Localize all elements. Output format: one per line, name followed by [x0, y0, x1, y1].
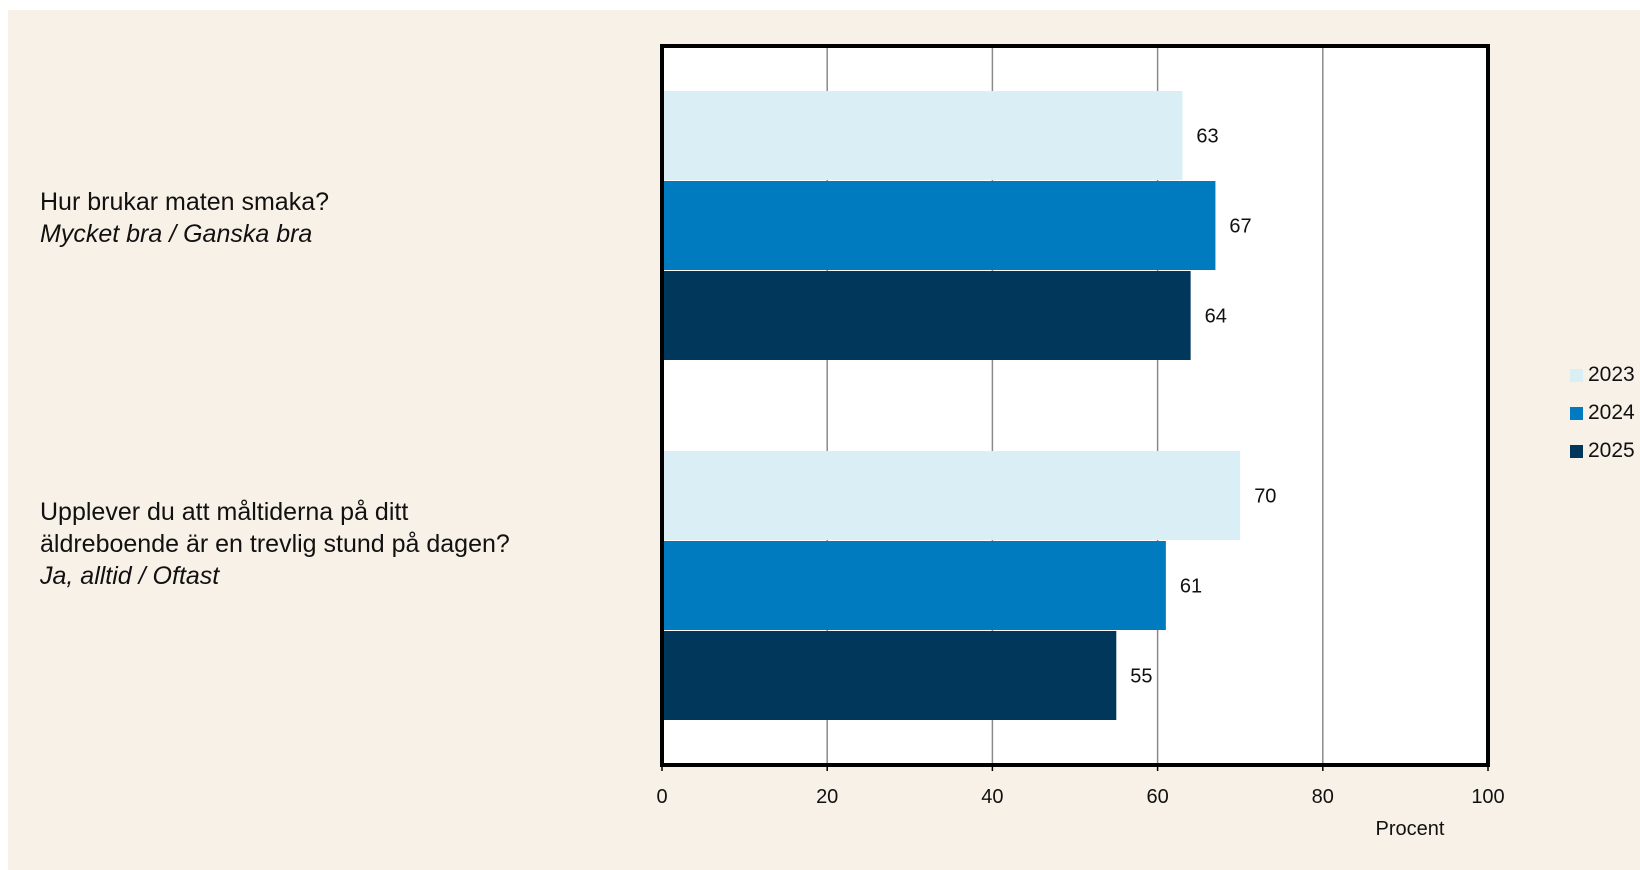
data-label: 55	[1130, 666, 1152, 688]
data-label: 64	[1205, 306, 1227, 328]
category-question: Upplever du att måltiderna på ditt äldre…	[40, 498, 510, 558]
bar-2024-cat1	[662, 541, 1166, 630]
legend-swatch	[1570, 444, 1583, 458]
tick-label: 60	[1146, 786, 1168, 808]
tick-label: 80	[1312, 786, 1334, 808]
data-label: 67	[1229, 216, 1251, 238]
x-axis-title: Procent	[1376, 818, 1445, 840]
bars	[662, 91, 1241, 720]
data-labels: 63 67 64 70 61 55	[1130, 126, 1276, 688]
data-label: 63	[1196, 126, 1218, 148]
legend-label: 2025	[1588, 439, 1635, 462]
data-label: 61	[1180, 576, 1202, 598]
category-question: Hur brukar maten smaka?	[40, 188, 330, 216]
legend-label: 2023	[1588, 363, 1635, 386]
tick-label: 40	[981, 786, 1003, 808]
category-answer: Mycket bra / Ganska bra	[40, 220, 313, 248]
bar-2023-cat1	[662, 451, 1241, 540]
tick-label: 20	[816, 786, 838, 808]
bar-2025-cat1	[662, 631, 1117, 720]
legend-item-2024: 2024	[1570, 394, 1635, 432]
plot-border	[660, 44, 1490, 767]
category-label-mealtime: Upplever du att måltiderna på ditt äldre…	[40, 496, 510, 592]
bar-2024-cat0	[662, 181, 1216, 270]
bar-2023-cat0	[662, 91, 1183, 180]
x-axis-ticks: 0 20 40 60 80 100	[656, 765, 1505, 808]
legend-label: 2024	[1588, 401, 1635, 424]
category-label-taste: Hur brukar maten smaka? Mycket bra / Gan…	[40, 186, 460, 250]
legend-item-2025: 2025	[1570, 432, 1635, 470]
legend-swatch	[1570, 406, 1583, 420]
bar-2025-cat0	[662, 271, 1191, 360]
tick-label: 100	[1471, 786, 1504, 808]
legend-item-2023: 2023	[1570, 356, 1635, 394]
legend: 2023 2024 2025	[1570, 356, 1635, 470]
legend-swatch	[1570, 368, 1583, 382]
data-label: 70	[1254, 486, 1276, 508]
tick-label: 0	[656, 786, 667, 808]
category-answer: Ja, alltid / Oftast	[40, 562, 220, 590]
